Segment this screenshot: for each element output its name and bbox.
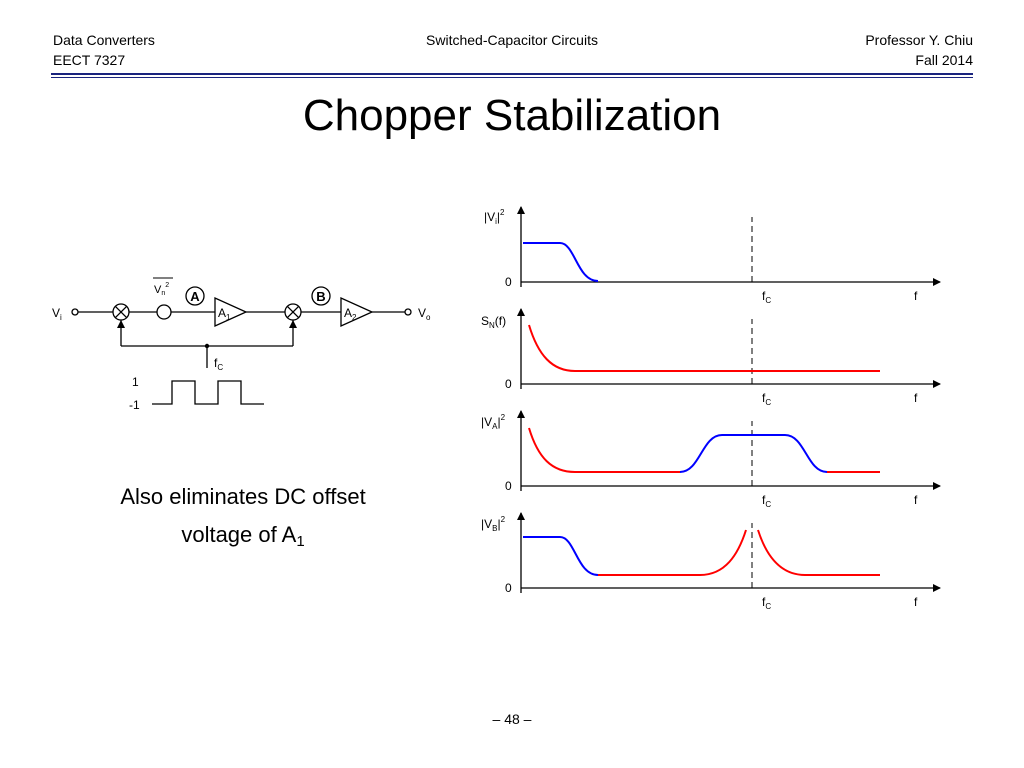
clock-low-label: -1 [129, 398, 140, 412]
header-term: Fall 2014 [915, 52, 973, 68]
offset-note: Also eliminates DC offset voltage of A1 [90, 478, 396, 561]
va-signal-curve [679, 434, 828, 473]
output-terminal [404, 308, 412, 316]
sn-noise-curve [528, 324, 880, 372]
amp-a2-label: A2 [344, 306, 357, 322]
header-rule-thin [51, 77, 973, 78]
plot-sn-fc: fC [762, 391, 771, 407]
plot-vi-ylabel: |Vi|2 [484, 208, 505, 226]
plot-va-f: f [914, 493, 918, 507]
va-noise-curve [528, 427, 680, 473]
node-a-label: A [190, 289, 200, 304]
header-topic: Switched-Capacitor Circuits [426, 32, 598, 48]
plot-sn-f: f [914, 391, 918, 405]
header-course-block: Data Converters EECT 7327 [53, 30, 155, 70]
plot-va-ylabel: |VA|2 [481, 413, 506, 431]
plot-va-fc: fC [762, 493, 771, 509]
amp-a1-icon [214, 296, 248, 328]
vi-signal-curve [523, 242, 599, 282]
clock-high-label: 1 [132, 375, 139, 389]
plot-va-zero: 0 [505, 479, 512, 493]
plot-vi-zero: 0 [505, 275, 512, 289]
header-course: Data Converters [53, 32, 155, 48]
noise-label: Vn2 [154, 282, 169, 297]
offset-note-subscript: 1 [296, 533, 305, 550]
header-instructor: Professor Y. Chiu [865, 32, 973, 48]
header-course-code: EECT 7327 [53, 52, 126, 68]
plot-vb-fc: fC [762, 595, 771, 611]
offset-note-text: Also eliminates DC offset voltage of A [120, 484, 366, 547]
vb-noise-curve [598, 529, 880, 576]
node-b-marker [311, 286, 331, 306]
plot-vb-f: f [914, 595, 918, 609]
node-a-marker [185, 286, 205, 306]
input-label: Vi [52, 306, 62, 322]
plot-vb: |VB|2 0 fC f [481, 512, 941, 611]
plot-vi: |Vi|2 0 fC f [484, 206, 941, 305]
plot-sn: SN(f) 0 fC f [481, 308, 941, 407]
amp-a1-label: A1 [218, 306, 231, 322]
clock-waveform [152, 380, 264, 405]
plot-sn-zero: 0 [505, 377, 512, 391]
plot-vb-zero: 0 [505, 581, 512, 595]
vb-signal-curve [523, 536, 599, 576]
clock-label: fC [214, 356, 223, 372]
plot-va: |VA|2 0 fC f [481, 410, 941, 509]
header-rule [51, 73, 973, 75]
plot-vi-f: f [914, 289, 918, 303]
slide-title: Chopper Stabilization [302, 91, 722, 140]
output-label: Vo [418, 306, 431, 322]
amp-a2-icon [340, 296, 374, 328]
mixer-2-icon [284, 303, 302, 321]
plot-vi-fc: fC [762, 289, 771, 305]
header-instructor-block: Professor Y. Chiu Fall 2014 [865, 30, 973, 70]
node-b-label: B [316, 289, 325, 304]
plot-sn-ylabel: SN(f) [481, 314, 506, 330]
plot-vb-ylabel: |VB|2 [481, 515, 506, 533]
page-number: – 48 – [492, 711, 532, 727]
